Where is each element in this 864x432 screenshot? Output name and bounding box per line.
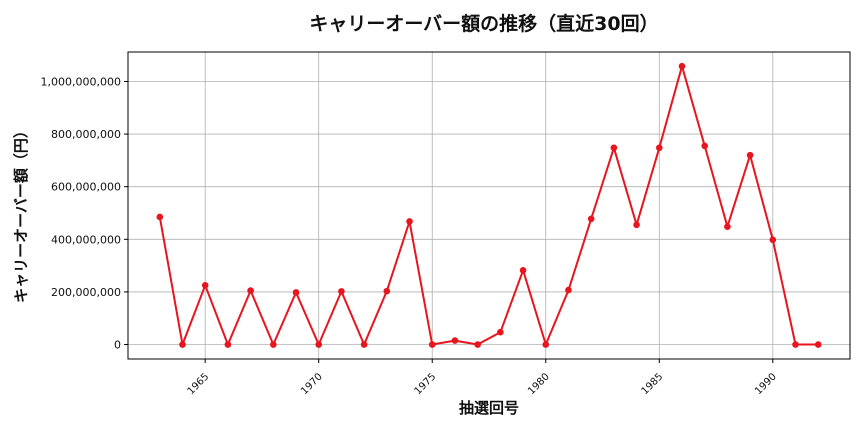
y-tick-label: 400,000,000 xyxy=(51,233,121,246)
y-tick-label: 200,000,000 xyxy=(51,286,121,299)
data-point xyxy=(497,328,504,336)
data-point xyxy=(451,337,459,344)
x-tick-label: 1975 xyxy=(413,371,439,397)
data-point xyxy=(360,341,368,348)
data-point xyxy=(655,144,663,152)
x-tick-label: 1985 xyxy=(640,371,666,397)
x-tick-label: 1990 xyxy=(753,371,779,397)
y-axis-label: キャリーオーバー額（円） xyxy=(12,123,30,303)
data-point xyxy=(519,267,527,274)
grid xyxy=(128,52,850,359)
data-point xyxy=(769,236,777,244)
data-point xyxy=(383,287,391,295)
x-tick-label: 1970 xyxy=(299,371,325,397)
y-axis-ticks: 0 200,000,000 400,000,000 600,000,000 800,00… xyxy=(41,75,128,352)
data-point xyxy=(678,62,686,70)
data-point xyxy=(610,144,618,152)
data-point xyxy=(542,341,550,348)
data-point xyxy=(156,213,164,221)
data-point xyxy=(792,341,799,348)
data-point xyxy=(814,341,822,348)
chart-title: キャリーオーバー額の推移（直近30回） xyxy=(309,12,658,35)
data-point xyxy=(587,215,595,223)
data-point xyxy=(746,151,754,159)
series-carryover xyxy=(156,62,822,348)
data-point xyxy=(224,341,232,348)
plot-frame xyxy=(127,51,851,360)
data-point xyxy=(406,218,413,225)
data-point xyxy=(247,287,254,294)
y-tick-label: 1,000,000,000 xyxy=(41,75,121,88)
data-point xyxy=(338,288,345,295)
data-point xyxy=(724,223,731,230)
data-point xyxy=(633,221,640,229)
y-tick-label: 0 xyxy=(114,339,121,352)
data-point xyxy=(474,341,481,348)
data-point xyxy=(292,289,300,296)
x-axis-label: 抽選回号 xyxy=(459,399,519,417)
x-tick-label: 1965 xyxy=(186,371,212,397)
data-point xyxy=(179,341,186,348)
y-tick-label: 800,000,000 xyxy=(51,128,121,141)
data-point xyxy=(428,341,436,348)
data-point xyxy=(315,341,323,348)
x-axis-ticks: 1965 1970 1975 1980 1985 1990 xyxy=(186,359,779,397)
data-point xyxy=(270,341,277,348)
data-point xyxy=(701,142,708,150)
y-tick-label: 600,000,000 xyxy=(51,181,121,194)
series-line xyxy=(158,65,819,346)
data-point xyxy=(565,286,572,294)
x-tick-label: 1980 xyxy=(526,371,552,397)
data-point xyxy=(201,282,209,289)
